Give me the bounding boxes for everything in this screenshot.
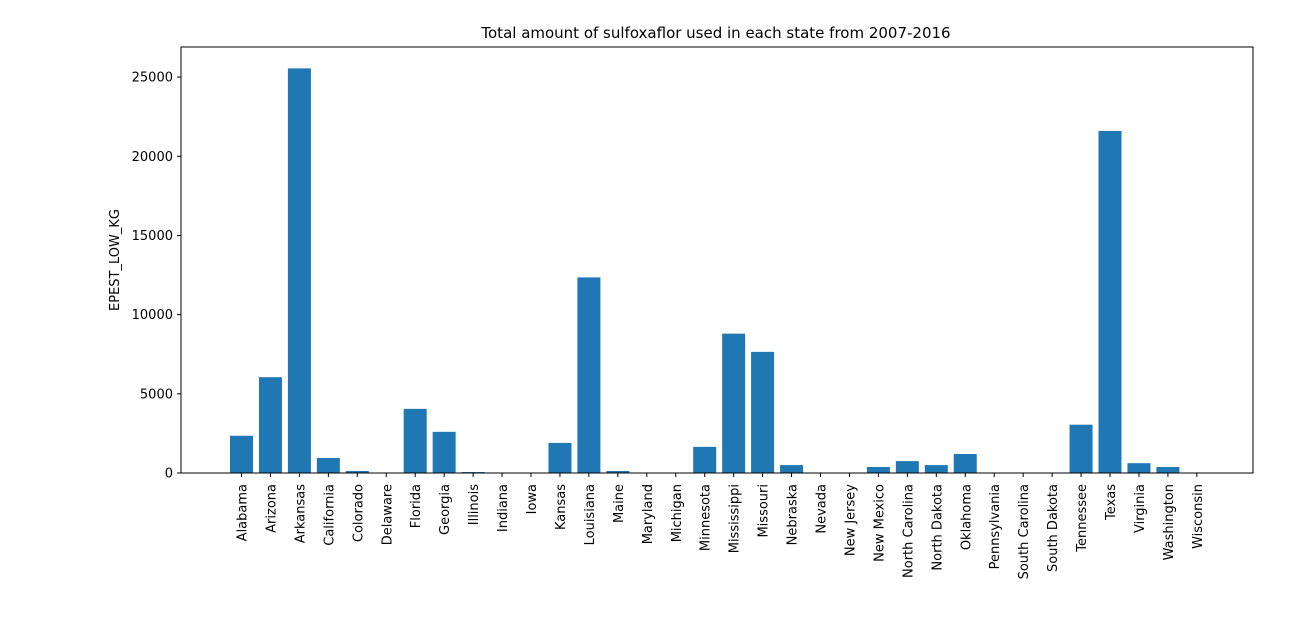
y-tick-label: 15000 xyxy=(132,229,173,244)
bar-virginia xyxy=(1127,463,1151,473)
x-tick-label: Colorado xyxy=(351,484,366,542)
x-tick-label: Washington xyxy=(1162,484,1177,560)
bar-louisiana xyxy=(577,277,601,473)
bar-mississippi xyxy=(722,333,746,473)
x-tick-label: Illinois xyxy=(467,484,482,525)
y-tick-label: 10000 xyxy=(132,308,173,323)
y-tick-label: 25000 xyxy=(132,71,173,86)
bar-north-carolina xyxy=(895,461,919,473)
x-tick-label: South Carolina xyxy=(1017,484,1032,579)
bar-texas xyxy=(1098,130,1122,473)
bar-new-mexico xyxy=(866,466,890,473)
x-tick-label: Arizona xyxy=(264,484,279,533)
x-tick-label: New Mexico xyxy=(872,484,887,562)
y-tick-label: 20000 xyxy=(132,150,173,165)
bar-california xyxy=(316,457,340,473)
x-tick-label: Missouri xyxy=(757,484,772,538)
chart-title: Total amount of sulfoxaflor used in each… xyxy=(480,24,950,42)
bar-florida xyxy=(403,408,427,473)
bar-arizona xyxy=(258,377,282,473)
bars-group xyxy=(230,68,1209,473)
y-axis-label: EPEST_LOW_KG xyxy=(108,209,123,311)
x-tick-label: Nebraska xyxy=(786,484,801,545)
bar-maine xyxy=(606,470,630,473)
bar-georgia xyxy=(432,431,456,473)
bar-washington xyxy=(1156,466,1180,473)
x-tick-label: Nevada xyxy=(815,484,830,534)
bar-nebraska xyxy=(780,465,804,473)
bar-arkansas xyxy=(287,68,311,473)
x-tick-label: Virginia xyxy=(1133,484,1148,533)
x-tick-label: Arkansas xyxy=(293,484,308,543)
bar-colorado xyxy=(345,470,369,473)
x-tick-label: Oklahoma xyxy=(959,484,974,550)
bar-kansas xyxy=(548,442,572,473)
x-tick-label: Delaware xyxy=(380,484,395,545)
x-tick-label: Kansas xyxy=(554,484,569,530)
x-tick-label: North Dakota xyxy=(930,484,945,571)
x-tick-label: Maine xyxy=(612,484,627,523)
bar-oklahoma xyxy=(953,454,977,473)
x-tick-label: Indiana xyxy=(496,484,511,532)
plot-frame xyxy=(180,46,1254,474)
bar-alabama xyxy=(230,435,253,473)
x-tick-label: New Jersey xyxy=(843,484,858,556)
x-tick-label: Georgia xyxy=(438,484,453,535)
x-tick-label: Tennessee xyxy=(1075,484,1090,553)
x-tick-label: Michigan xyxy=(670,484,685,542)
x-tick-label: Florida xyxy=(409,484,424,528)
bar-north-dakota xyxy=(924,465,948,473)
x-tick-label: North Carolina xyxy=(901,484,916,578)
x-tick-label: South Dakota xyxy=(1046,484,1061,572)
x-tick-label: Pennsylvania xyxy=(988,484,1003,569)
y-tick-label: 0 xyxy=(165,467,173,482)
x-axis-ticks: Alabama Arizona Arkansas California Colorado… xyxy=(236,473,1206,579)
x-tick-label: Wisconsin xyxy=(1191,484,1206,549)
x-tick-label: Louisiana xyxy=(583,484,598,545)
x-tick-label: California xyxy=(322,484,337,546)
x-tick-label: Minnesota xyxy=(699,484,714,551)
x-tick-label: Alabama xyxy=(236,484,251,541)
bar-missouri xyxy=(751,351,775,473)
y-axis-ticks: 0 5000 10000 15000 20000 25000 xyxy=(132,71,181,482)
y-tick-label: 5000 xyxy=(140,387,173,402)
bar-tennessee xyxy=(1069,424,1093,473)
x-tick-label: Maryland xyxy=(641,484,656,544)
x-tick-label: Iowa xyxy=(525,484,540,514)
x-tick-label: Texas xyxy=(1104,484,1119,521)
bar-minnesota xyxy=(693,446,717,473)
x-tick-label: Mississippi xyxy=(728,484,743,553)
